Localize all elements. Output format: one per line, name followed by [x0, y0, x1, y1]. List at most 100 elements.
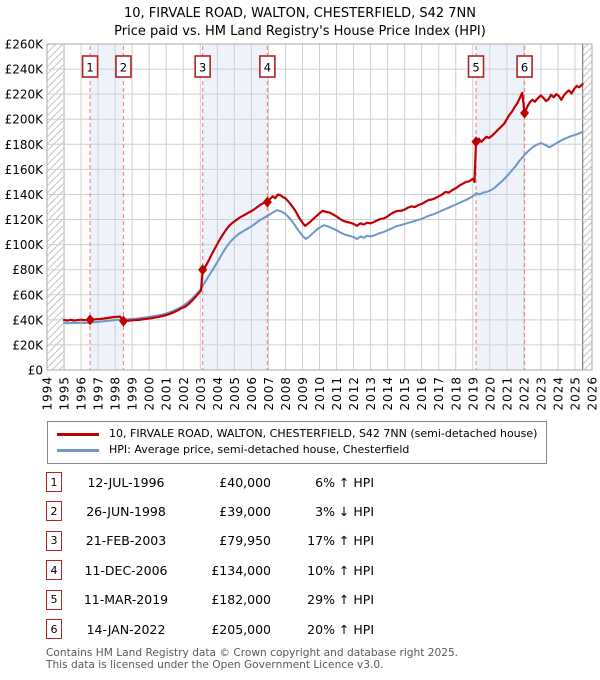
sale-date: 14-JAN-2022	[86, 621, 166, 637]
sale-vs-hpi: 3% ↓ HPI	[315, 503, 374, 519]
shaded-band	[476, 44, 525, 370]
sale-date: 26-JUN-1998	[86, 503, 166, 519]
sale-price: £205,000	[211, 621, 271, 637]
x-axis-label: 2022	[517, 376, 531, 411]
table-row: 2 26-JUN-1998 £39,000 3% ↓ HPI	[46, 500, 374, 522]
y-axis-label: £200K	[5, 113, 45, 127]
x-axis-label: 2003	[194, 376, 208, 411]
x-axis-label: 2002	[177, 376, 191, 411]
y-axis-label: £120K	[5, 213, 45, 227]
y-axis-label: £40K	[12, 313, 44, 327]
price-chart: 1 2 3 4 5 6 £0 £20K £40K £60K £80K £100K £120K £140K £…	[5, 38, 600, 411]
x-axis-label: 2021	[500, 376, 514, 411]
x-axis-label: 2011	[330, 376, 344, 411]
x-axis-label: 2014	[381, 376, 395, 411]
property-line-swatch	[57, 432, 99, 436]
sale-number-box	[467, 55, 485, 78]
legend-row-hpi: HPI: Average price, semi-detached house,…	[57, 442, 537, 458]
sale-date: 11-MAR-2019	[83, 592, 169, 608]
x-axis-label: 1999	[126, 376, 140, 411]
legend-hpi-label: HPI: Average price, semi-detached house,…	[109, 443, 410, 456]
sale-date: 12-JUL-1996	[87, 474, 165, 490]
y-axis-label: £240K	[5, 63, 45, 77]
sale-number-box	[81, 55, 99, 78]
table-row: 3 21-FEB-2003 £79,950 17% ↑ HPI	[46, 530, 374, 552]
chart-subtitle: Price paid vs. HM Land Registry's House …	[114, 24, 486, 39]
table-row: 1 12-JUL-1996 £40,000 6% ↑ HPI	[46, 471, 374, 493]
hpi-line-swatch	[57, 448, 99, 452]
x-axis-label: 2000	[143, 376, 157, 411]
sale-marker	[520, 107, 530, 119]
sale-number-box	[516, 55, 533, 78]
x-axis-label: 2015	[398, 376, 412, 411]
x-axis-label: 1994	[41, 376, 55, 411]
plot-border	[46, 43, 593, 371]
table-row: 4 11-DEC-2006 £134,000 10% ↑ HPI	[46, 559, 374, 581]
table-row: 6 14-JAN-2022 £205,000 20% ↑ HPI	[46, 618, 374, 640]
sale-number: 2	[120, 61, 127, 75]
y-axis-label: £80K	[12, 263, 44, 277]
x-axis-label: 2012	[347, 376, 361, 411]
y-axis-label: £220K	[5, 88, 45, 102]
hatch-region	[47, 44, 65, 370]
x-axis-label: 2004	[211, 376, 225, 411]
x-axis-label: 2001	[160, 376, 174, 411]
y-axis-label: £140K	[5, 188, 45, 202]
x-axis-label: 2006	[245, 376, 259, 411]
sale-price: £134,000	[211, 562, 271, 578]
sale-number-box: 5	[46, 589, 62, 610]
x-axis-label: 1998	[109, 376, 123, 411]
x-axis-label: 2007	[262, 376, 276, 411]
chart-legend: 10, FIRVALE ROAD, WALTON, CHESTERFIELD, …	[47, 421, 548, 464]
footer-line1: Contains HM Land Registry data © Crown c…	[46, 647, 459, 659]
x-axis-label: 2009	[296, 376, 310, 411]
sale-number-box: 1	[46, 472, 62, 492]
x-axis-label: 2026	[586, 376, 600, 411]
sale-vs-hpi: 6% ↑ HPI	[315, 474, 374, 490]
sale-vs-hpi: 20% ↑ HPI	[307, 621, 374, 637]
y-axis-label: £20K	[12, 338, 44, 352]
x-axis-label: 2010	[313, 376, 327, 411]
sale-marker	[198, 264, 208, 276]
table-row: 5 11-MAR-2019 £182,000 29% ↑ HPI	[46, 589, 374, 611]
y-axis-label: £180K	[5, 138, 45, 152]
x-axis-label: 2013	[364, 376, 378, 411]
footer: Contains HM Land Registry data © Crown c…	[46, 647, 459, 672]
sale-marker	[262, 196, 272, 208]
property-line	[62, 82, 584, 323]
x-axis-label: 2008	[279, 376, 293, 411]
sale-number-box: 4	[46, 560, 62, 581]
sale-number-box: 3	[46, 530, 62, 551]
x-axis-label: 2018	[449, 376, 463, 411]
footer-line2: This data is licensed under the Open Gov…	[46, 658, 384, 671]
sale-number-box	[115, 55, 132, 78]
sale-number-box: 2	[46, 501, 62, 522]
sale-number: 3	[199, 61, 206, 75]
sale-number: 4	[264, 61, 271, 75]
sale-vs-hpi: 17% ↑ HPI	[307, 533, 374, 549]
sale-number-box	[194, 55, 211, 78]
x-axis-label: 2019	[466, 376, 480, 411]
x-axis-label: 2025	[568, 376, 582, 411]
sale-price: £182,000	[211, 592, 271, 608]
sale-marker	[85, 314, 95, 326]
y-axis-label: £260K	[5, 38, 45, 52]
x-axis-label: 2020	[483, 376, 497, 411]
sale-vs-hpi: 29% ↑ HPI	[307, 592, 374, 608]
sale-number: 6	[521, 61, 528, 75]
x-axis-label: 2016	[415, 376, 429, 411]
x-axis-label: 2023	[534, 376, 548, 411]
sale-number-box	[259, 55, 276, 78]
hpi-line	[63, 130, 584, 325]
x-axis-label: 1996	[75, 376, 89, 411]
sale-price: £39,000	[219, 503, 271, 519]
sale-date: 21-FEB-2003	[85, 533, 167, 549]
y-axis-label: £100K	[5, 238, 45, 252]
x-axis-label: 2005	[228, 376, 242, 411]
x-axis-label: 2024	[551, 376, 565, 411]
chart-title: 10, FIRVALE ROAD, WALTON, CHESTERFIELD, …	[123, 6, 477, 21]
sale-date: 11-DEC-2006	[84, 562, 168, 578]
x-axis-label: 1995	[58, 376, 72, 411]
y-axis-label: £0	[28, 364, 43, 378]
